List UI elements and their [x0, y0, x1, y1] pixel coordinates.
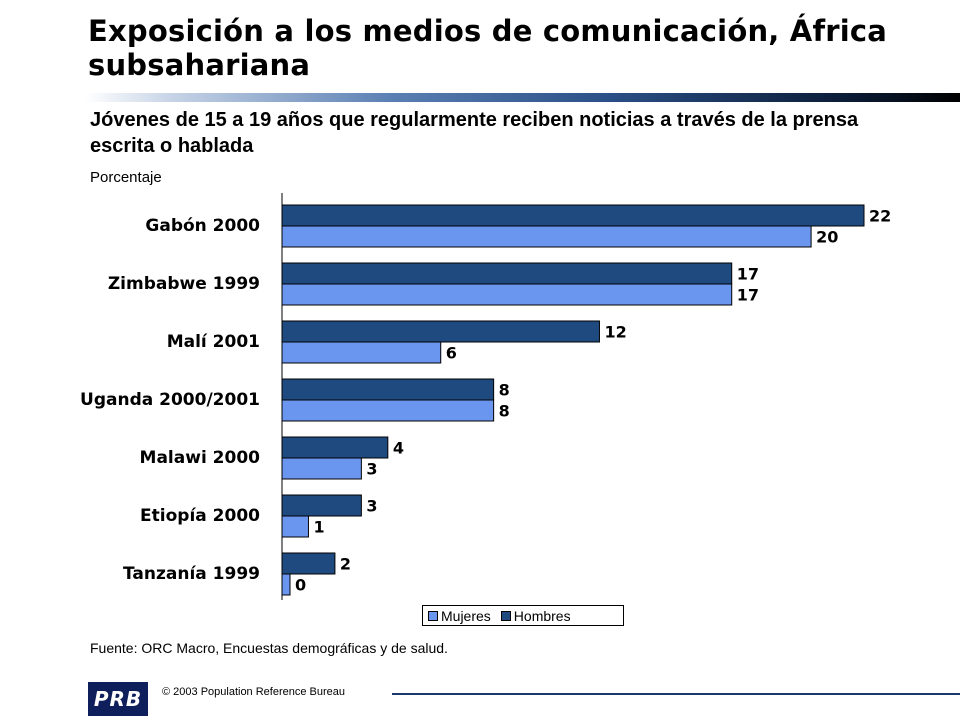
bar-hombres-etiop-a-2000	[281, 494, 362, 517]
value-label-mujeres-etiop-a-2000: 1	[313, 518, 324, 537]
value-label-hombres-zimbabwe-1999: 17	[737, 265, 759, 284]
bar-mujeres-mal-2001	[281, 341, 442, 364]
value-label-mujeres-tanzan-a-1999: 0	[295, 576, 306, 595]
value-label-mujeres-gab-n-2000: 20	[816, 228, 838, 247]
legend-item-mujeres: Mujeres	[428, 608, 491, 624]
category-label-uganda-2000-2001: Uganda 2000/2001	[80, 390, 260, 410]
bar-hombres-mal-2001	[281, 320, 600, 343]
bar-mujeres-uganda-2000-2001	[281, 399, 495, 422]
category-label-etiop-a-2000: Etiopía 2000	[140, 506, 260, 526]
value-label-hombres-tanzan-a-1999: 2	[340, 555, 351, 574]
bar-hombres-zimbabwe-1999	[281, 262, 733, 285]
value-label-hombres-mal-2001: 12	[604, 323, 626, 342]
value-label-mujeres-malawi-2000: 3	[366, 460, 377, 479]
bar-hombres-gab-n-2000	[281, 204, 865, 227]
category-label-gab-n-2000: Gabón 2000	[145, 216, 260, 236]
chart-title: Exposición a los medios de comunicación,…	[88, 14, 888, 82]
bar-hombres-malawi-2000	[281, 436, 389, 459]
value-label-mujeres-uganda-2000-2001: 8	[499, 402, 510, 421]
prb-logo: PRB	[88, 682, 148, 716]
legend-label-hombres: Hombres	[513, 607, 571, 624]
footer-divider	[392, 693, 960, 695]
bar-mujeres-tanzan-a-1999	[281, 573, 291, 596]
category-label-mal-2001: Malí 2001	[167, 332, 260, 352]
bar-mujeres-malawi-2000	[281, 457, 362, 480]
bar-hombres-uganda-2000-2001	[281, 378, 495, 401]
category-label-tanzan-a-1999: Tanzanía 1999	[123, 564, 260, 584]
value-label-mujeres-mal-2001: 6	[446, 344, 457, 363]
source-note: Fuente: ORC Macro, Encuestas demográfica…	[90, 640, 448, 656]
value-label-hombres-etiop-a-2000: 3	[366, 497, 377, 516]
bar-mujeres-zimbabwe-1999	[281, 283, 733, 306]
value-label-hombres-uganda-2000-2001: 8	[499, 381, 510, 400]
category-label-zimbabwe-1999: Zimbabwe 1999	[108, 274, 260, 294]
legend-swatch-mujeres	[428, 610, 438, 621]
legend-swatch-hombres	[500, 610, 511, 621]
bar-mujeres-etiop-a-2000	[281, 515, 309, 538]
value-label-hombres-malawi-2000: 4	[393, 439, 404, 458]
value-label-mujeres-zimbabwe-1999: 17	[737, 286, 759, 305]
bar-hombres-tanzan-a-1999	[281, 552, 336, 575]
bar-mujeres-gab-n-2000	[281, 225, 812, 248]
legend-item-hombres: Hombres	[500, 607, 571, 624]
chart-subtitle: Jóvenes de 15 a 19 años que regularmente…	[90, 109, 859, 157]
value-label-hombres-gab-n-2000: 22	[869, 207, 891, 226]
title-divider	[85, 93, 960, 102]
chart-legend: Mujeres Hombres	[422, 605, 624, 626]
legend-label-mujeres: Mujeres	[441, 607, 491, 624]
category-label-malawi-2000: Malawi 2000	[140, 448, 261, 468]
unit-label: Porcentaje	[90, 169, 162, 186]
copyright-text: © 2003 Population Reference Bureau	[162, 686, 346, 698]
